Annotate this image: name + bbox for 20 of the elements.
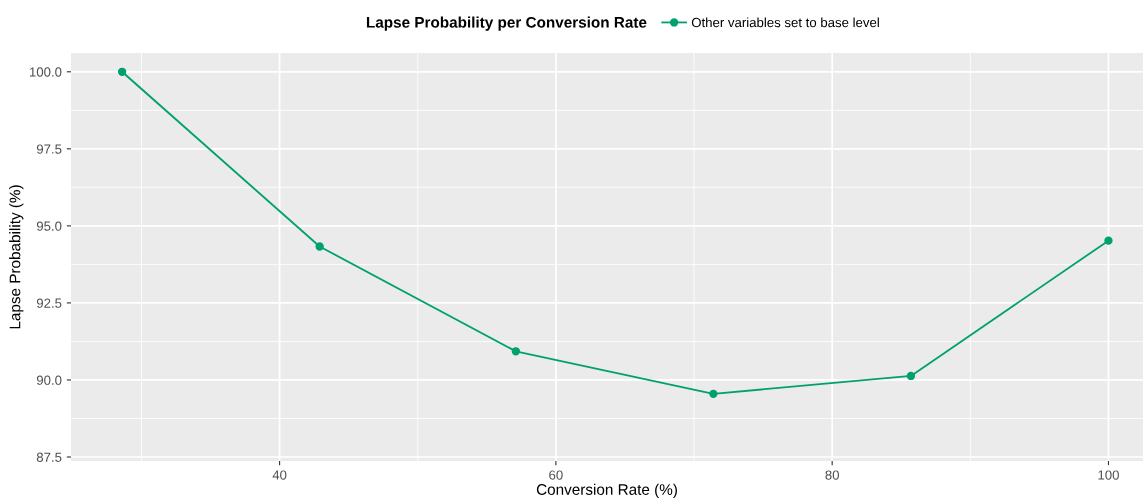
point <box>315 242 324 251</box>
point <box>117 67 127 76</box>
y-axis-title: Lapse Probability (%) <box>9 185 24 329</box>
y-tick-label: 87.5 <box>36 452 62 462</box>
x-tick-label: 40 <box>272 470 287 480</box>
point <box>511 347 520 356</box>
y-tick-label: 97.5 <box>36 144 62 154</box>
y-tick-label: 100.0 <box>29 67 62 77</box>
point <box>709 389 718 398</box>
x-axis-title: Conversion Rate (%) <box>536 483 677 498</box>
point <box>906 371 916 381</box>
chart-title: Lapse Probability per Conversion Rate <box>366 16 647 31</box>
y-tick-label: 95.0 <box>36 221 62 231</box>
y-tick-label: 90.0 <box>36 375 62 385</box>
y-tick-label: 92.5 <box>36 298 62 308</box>
legend-label: Other variables set to base level <box>691 17 879 28</box>
x-tick-label: 80 <box>825 470 839 480</box>
point <box>1104 236 1113 245</box>
x-tick-label: 100 <box>1098 470 1119 480</box>
x-tick-label: 60 <box>549 470 563 480</box>
